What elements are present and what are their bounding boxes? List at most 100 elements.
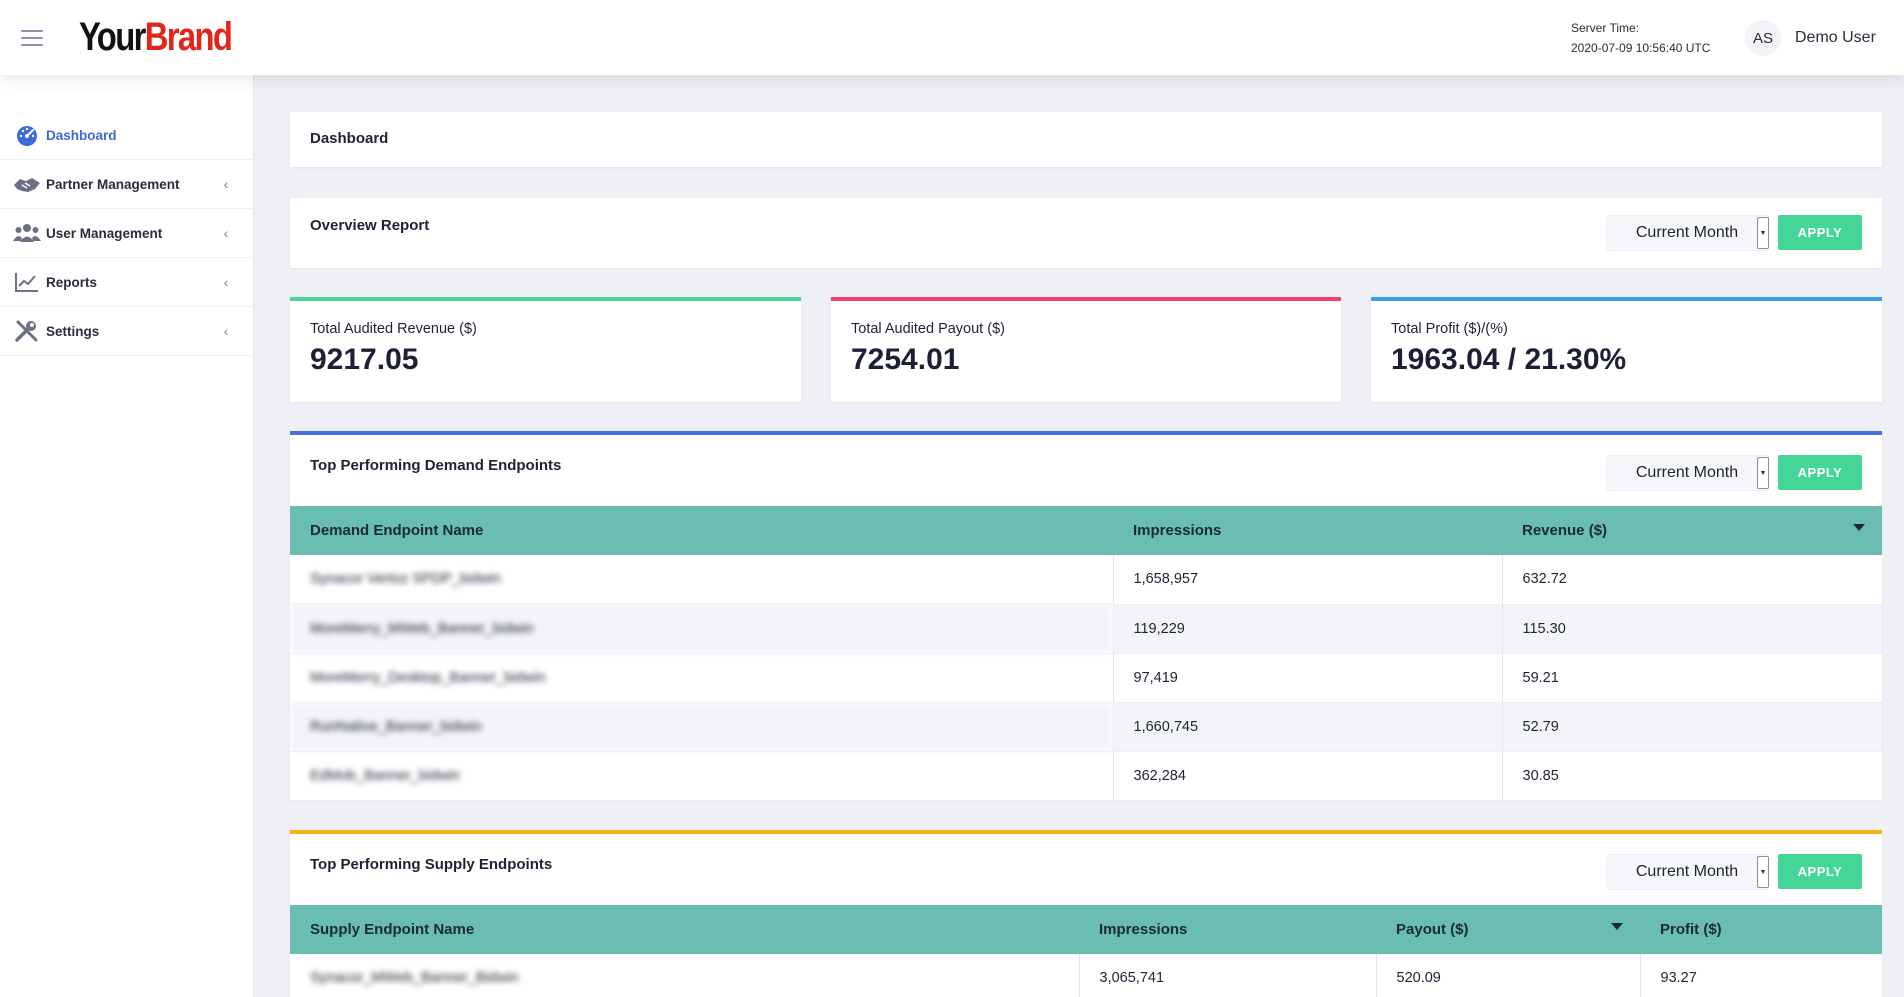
kpi-label: Total Audited Revenue ($) <box>310 321 477 337</box>
sidebar-item-label: Reports <box>46 274 98 290</box>
column-header-revenue[interactable]: Revenue ($) <box>1502 506 1882 555</box>
table-row[interactable]: MoreMerry_MWeb_Banner_bidwin 119,229 115… <box>290 604 1882 654</box>
column-header-revenue-label: Revenue ($) <box>1522 522 1608 539</box>
users-icon <box>13 221 41 245</box>
column-header-demand-endpoint-name[interactable]: Demand Endpoint Name <box>290 506 1113 555</box>
demand-endpoint-name: RunNative_Banner_bidwin <box>290 702 1114 752</box>
kpi-card-payout: Total Audited Payout ($) 7254.01 <box>831 297 1341 402</box>
overview-apply-button[interactable]: APPLY <box>1778 215 1862 250</box>
table-header-row: Supply Endpoint Name Impressions Payout … <box>290 905 1882 954</box>
tools-icon <box>13 319 41 343</box>
dashboard-gauge-icon <box>13 123 41 147</box>
supply-endpoint-name: Synacor_MWeb_Banner_Bidwin <box>290 954 1080 997</box>
demand-endpoint-name: EdMob_Banner_bidwin <box>290 751 1114 801</box>
brand-logo-part1: Your <box>79 15 146 59</box>
page-title-card: Dashboard <box>290 112 1882 167</box>
kpi-value: 9217.05 <box>310 343 419 376</box>
supply-apply-button[interactable]: APPLY <box>1778 854 1862 889</box>
chart-line-icon <box>13 270 41 294</box>
revenue-cell: 632.72 <box>1502 555 1882 605</box>
revenue-cell: 59.21 <box>1502 653 1882 703</box>
sidebar-item-user-management[interactable]: User Management ‹ <box>0 209 254 258</box>
column-header-payout-label: Payout ($) <box>1396 921 1469 938</box>
server-time: Server Time: 2020-07-09 10:56:40 UTC <box>1571 18 1710 58</box>
user-menu[interactable]: AS Demo User <box>1745 20 1876 56</box>
kpi-card-profit: Total Profit ($)/(%) 1963.04 / 21.30% <box>1371 297 1882 402</box>
supply-period-select[interactable]: Current Month ▼ <box>1606 854 1769 890</box>
revenue-cell: 52.79 <box>1502 702 1882 752</box>
column-header-payout[interactable]: Payout ($) <box>1376 905 1640 954</box>
chevron-left-icon: ‹ <box>223 274 229 290</box>
table-row[interactable]: RunNative_Banner_bidwin 1,660,745 52.79 <box>290 702 1882 752</box>
revenue-cell: 115.30 <box>1502 604 1882 654</box>
demand-endpoints-table: Demand Endpoint Name Impressions Revenue… <box>290 506 1882 801</box>
handshake-icon <box>13 172 41 196</box>
overview-period-select[interactable]: Current Month ▼ <box>1606 215 1769 251</box>
payout-cell: 520.09 <box>1376 954 1641 997</box>
sidebar-item-label: User Management <box>46 225 163 241</box>
demand-period-select[interactable]: Current Month ▼ <box>1606 455 1769 491</box>
chevron-left-icon: ‹ <box>223 323 229 339</box>
user-name[interactable]: Demo User <box>1795 29 1876 46</box>
hamburger-menu-icon[interactable] <box>21 30 43 46</box>
column-header-impressions[interactable]: Impressions <box>1113 506 1502 555</box>
sidebar-item-reports[interactable]: Reports ‹ <box>0 258 254 307</box>
sidebar-item-settings[interactable]: Settings ‹ <box>0 307 254 356</box>
impressions-cell: 119,229 <box>1113 604 1503 654</box>
impressions-cell: 362,284 <box>1113 751 1503 801</box>
demand-apply-button[interactable]: APPLY <box>1778 455 1862 490</box>
impressions-cell: 97,419 <box>1113 653 1503 703</box>
supply-endpoints-card: Top Performing Supply Endpoints Current … <box>290 830 1882 997</box>
kpi-value: 1963.04 / 21.30% <box>1391 343 1627 376</box>
server-time-value: 2020-07-09 10:56:40 UTC <box>1571 41 1711 55</box>
demand-endpoint-name: MoreMerry_MWeb_Banner_bidwin <box>290 604 1114 654</box>
sidebar-item-partner-management[interactable]: Partner Management ‹ <box>0 160 254 209</box>
overview-report-title: Overview Report <box>310 217 430 234</box>
server-time-label: Server Time: <box>1571 21 1640 35</box>
chevron-left-icon: ‹ <box>223 225 229 241</box>
sort-descending-icon[interactable] <box>1611 923 1623 930</box>
sidebar-item-label: Partner Management <box>46 176 180 192</box>
kpi-label: Total Profit ($)/(%) <box>1391 321 1508 337</box>
overview-report-card: Overview Report Current Month ▼ APPLY <box>290 198 1882 268</box>
supply-endpoints-table: Supply Endpoint Name Impressions Payout … <box>290 905 1882 997</box>
kpi-card-revenue: Total Audited Revenue ($) 9217.05 <box>290 297 801 402</box>
sidebar-item-label: Settings <box>46 323 100 339</box>
table-row[interactable]: MoreMerry_Desktop_Banner_bidwin 97,419 5… <box>290 653 1882 703</box>
overview-period-value: Current Month <box>1635 224 1739 241</box>
top-header: YourBrand Server Time: 2020-07-09 10:56:… <box>0 0 1904 75</box>
column-header-supply-endpoint-name[interactable]: Supply Endpoint Name <box>290 905 1079 954</box>
column-header-profit[interactable]: Profit ($) <box>1640 905 1882 954</box>
demand-period-value: Current Month <box>1635 464 1739 481</box>
column-header-impressions[interactable]: Impressions <box>1079 905 1376 954</box>
table-row[interactable]: Synacor_MWeb_Banner_Bidwin 3,065,741 520… <box>290 954 1882 997</box>
sidebar-item-label: Dashboard <box>46 127 117 143</box>
brand-logo-part2: Brand <box>144 15 233 59</box>
table-header-row: Demand Endpoint Name Impressions Revenue… <box>290 506 1882 555</box>
dropdown-caret-icon: ▼ <box>1757 217 1769 249</box>
profit-cell: 93.27 <box>1640 954 1882 997</box>
supply-endpoints-title: Top Performing Supply Endpoints <box>310 856 553 873</box>
impressions-cell: 1,660,745 <box>1113 702 1503 752</box>
dropdown-caret-icon: ▼ <box>1757 856 1769 888</box>
sidebar-item-dashboard[interactable]: Dashboard <box>0 111 254 160</box>
sidebar: Dashboard Partner Management ‹ User Mana… <box>0 75 254 997</box>
demand-endpoints-title: Top Performing Demand Endpoints <box>310 457 562 474</box>
sort-descending-icon[interactable] <box>1853 524 1865 531</box>
impressions-cell: 1,658,957 <box>1113 555 1503 605</box>
demand-endpoints-card: Top Performing Demand Endpoints Current … <box>290 431 1882 801</box>
chevron-left-icon: ‹ <box>223 176 229 192</box>
supply-period-value: Current Month <box>1635 863 1739 880</box>
impressions-cell: 3,065,741 <box>1079 954 1377 997</box>
kpi-label: Total Audited Payout ($) <box>851 321 1005 337</box>
page-title: Dashboard <box>310 130 389 147</box>
dropdown-caret-icon: ▼ <box>1757 457 1769 489</box>
kpi-value: 7254.01 <box>851 343 960 376</box>
table-row[interactable]: Synacor Vertoz SPDP_bidwin 1,658,957 632… <box>290 555 1882 605</box>
demand-endpoint-name: Synacor Vertoz SPDP_bidwin <box>290 555 1114 605</box>
revenue-cell: 30.85 <box>1502 751 1882 801</box>
brand-logo[interactable]: YourBrand <box>79 14 233 60</box>
demand-endpoint-name: MoreMerry_Desktop_Banner_bidwin <box>290 653 1114 703</box>
table-row[interactable]: EdMob_Banner_bidwin 362,284 30.85 <box>290 751 1882 801</box>
avatar[interactable]: AS <box>1745 20 1781 56</box>
